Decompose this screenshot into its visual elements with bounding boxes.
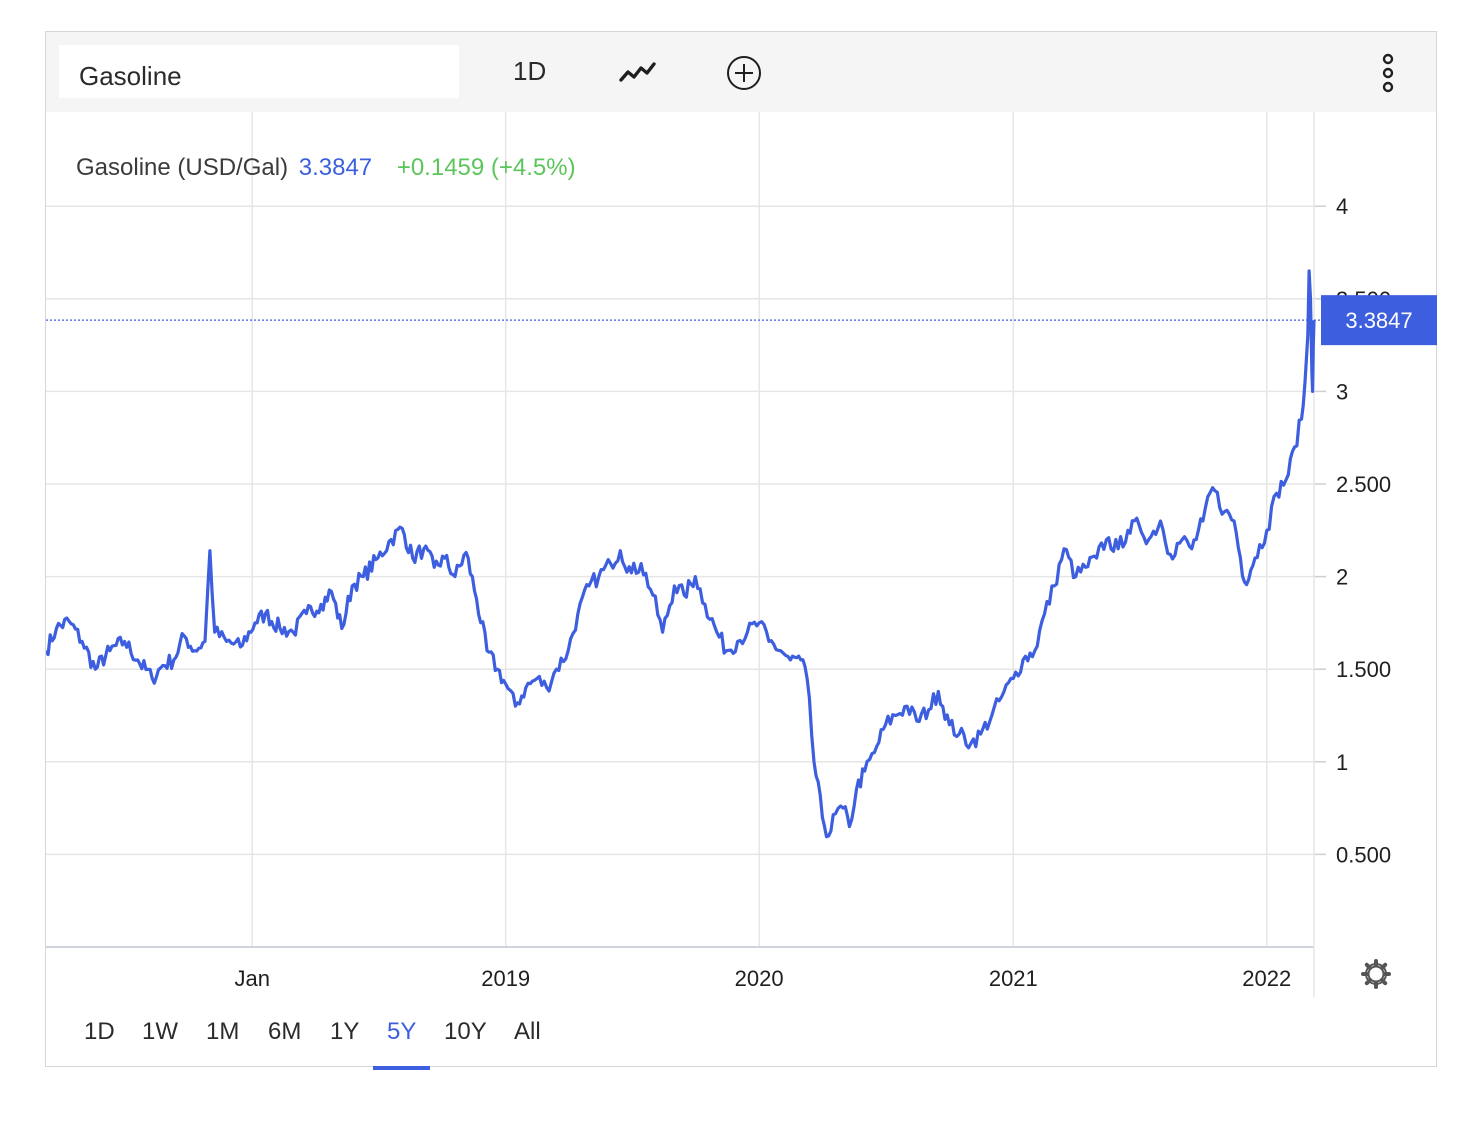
x-tick-label: 2020 xyxy=(735,966,784,991)
y-tick-label: 2.500 xyxy=(1336,472,1391,497)
price-chart[interactable]: 43.50032.50021.50010.500Jan2019202020212… xyxy=(46,32,1438,1032)
range-button-1y[interactable]: 1Y xyxy=(330,1018,360,1045)
plus-circle-icon[interactable] xyxy=(725,54,763,97)
price-tag-layer: 3.3847 xyxy=(46,295,1437,346)
y-tick-label: 2 xyxy=(1336,565,1348,590)
y-tick-label: 4 xyxy=(1336,194,1348,219)
y-tick-label: 0.500 xyxy=(1336,842,1391,867)
last-price-tag xyxy=(1321,295,1437,346)
chart-toolbar: Gasoline 1D xyxy=(46,32,1436,112)
x-tick-label: 2019 xyxy=(481,966,530,991)
gear-icon[interactable] xyxy=(1361,959,1391,989)
line-chart-icon[interactable] xyxy=(618,58,658,93)
more-vertical-icon[interactable] xyxy=(1378,52,1398,99)
range-button-all[interactable]: All xyxy=(514,1018,541,1045)
axes: 43.50032.50021.50010.500Jan2019202020212… xyxy=(46,112,1391,997)
x-tick-label: 2022 xyxy=(1242,966,1291,991)
range-button-1w[interactable]: 1W xyxy=(142,1018,178,1045)
grid xyxy=(46,112,1314,947)
y-tick-label: 3 xyxy=(1336,379,1348,404)
range-button-5y[interactable]: 5Y xyxy=(387,1018,417,1045)
y-tick-label: 1.500 xyxy=(1336,657,1391,682)
x-tick-label: 2021 xyxy=(989,966,1038,991)
range-button-1d[interactable]: 1D xyxy=(84,1018,115,1045)
legend-change: +0.1459 (+4.5%) xyxy=(396,154,576,181)
active-range-indicator xyxy=(373,1066,430,1070)
range-button-1m[interactable]: 1M xyxy=(206,1018,240,1045)
y-tick-label: 1 xyxy=(1336,750,1348,775)
time-range-bar: 1D 1W 1M 6M 1Y 5Y 10Y All xyxy=(46,1018,1436,1070)
interval-selector[interactable]: 1D xyxy=(513,56,547,86)
last-price-label: 3.3847 xyxy=(1345,308,1412,333)
legend-series-name: Gasoline (USD/Gal) xyxy=(76,154,289,181)
symbol-search-input[interactable]: Gasoline xyxy=(59,45,459,98)
series-line xyxy=(46,269,1316,839)
range-button-10y[interactable]: 10Y xyxy=(444,1018,487,1045)
chart-legend: Gasoline (USD/Gal) 3.3847 +0.1459 (+4.5%… xyxy=(76,154,576,182)
chart-widget: Gasoline 1D 43.50032.50021.50010.500Jan2… xyxy=(45,31,1438,1070)
x-tick-label: Jan xyxy=(234,966,269,991)
series xyxy=(46,269,1316,839)
legend-price: 3.3847 xyxy=(298,154,373,181)
range-button-6m[interactable]: 6M xyxy=(268,1018,302,1045)
